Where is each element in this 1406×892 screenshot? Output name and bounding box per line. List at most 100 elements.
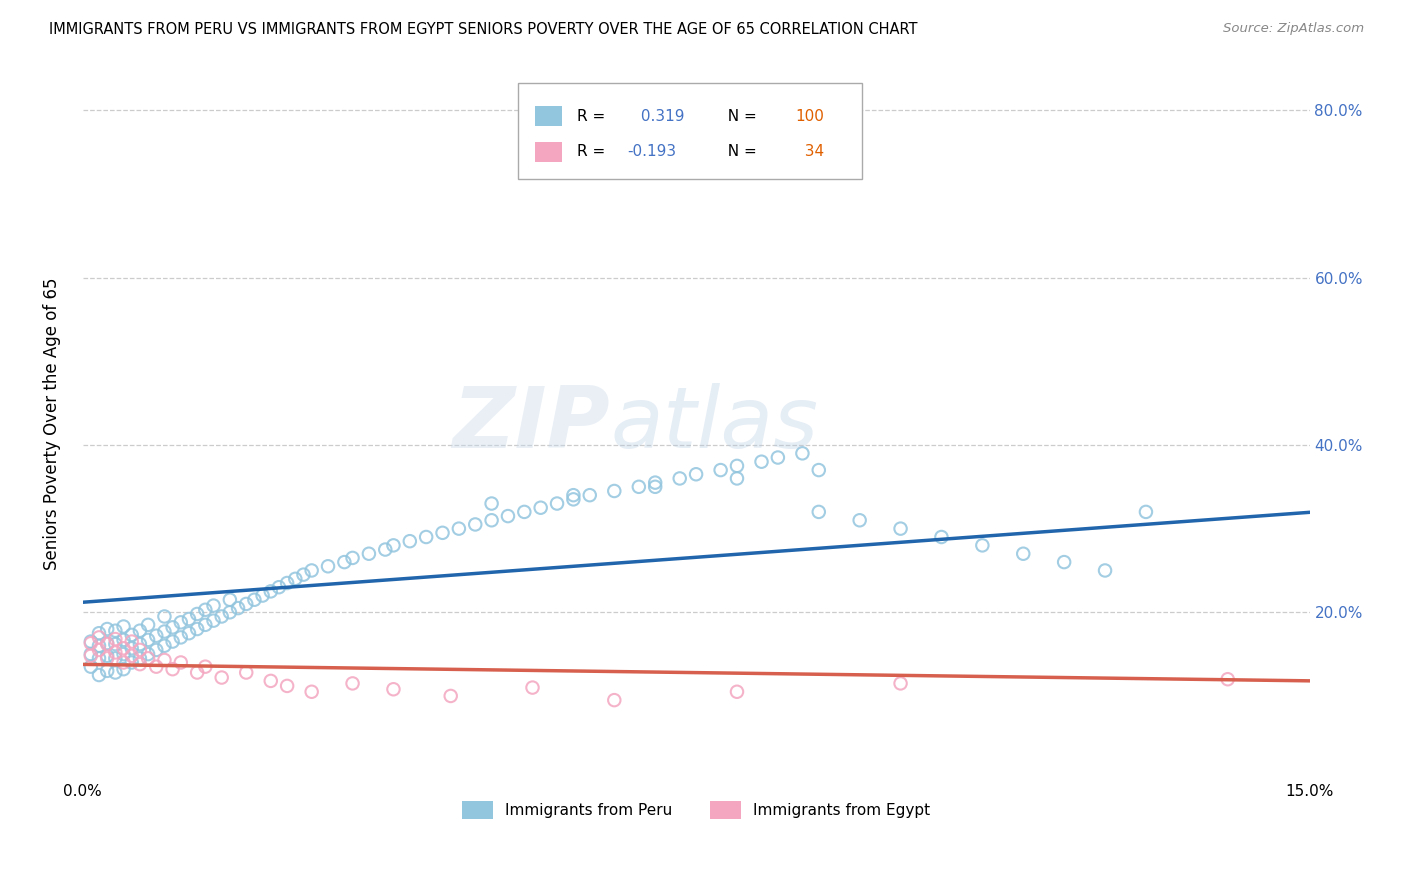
Point [80, 659, 103, 673]
Point [96, 648, 118, 663]
Point [243, 592, 266, 607]
Point [284, 572, 307, 586]
Point [1053, 555, 1076, 569]
Point [807, 505, 830, 519]
Text: IMMIGRANTS FROM PERU VS IMMIGRANTS FROM EGYPT SENIORS POVERTY OVER THE AGE OF 65: IMMIGRANTS FROM PERU VS IMMIGRANTS FROM … [49, 22, 918, 37]
Point [464, 517, 486, 532]
Text: atlas: atlas [610, 383, 818, 466]
Point [848, 513, 870, 527]
Point [668, 471, 690, 485]
Point [145, 659, 167, 673]
Point [136, 617, 159, 632]
Text: ZIP: ZIP [453, 383, 610, 466]
Point [226, 601, 249, 615]
Point [136, 632, 159, 647]
Point [177, 626, 200, 640]
Point [333, 555, 356, 569]
Point [481, 513, 503, 527]
Point [301, 564, 323, 578]
Point [316, 559, 339, 574]
Point [685, 467, 707, 482]
Point [374, 542, 396, 557]
Point [382, 682, 405, 697]
Point [202, 599, 225, 613]
Point [792, 446, 814, 460]
Point [145, 629, 167, 643]
Point [644, 480, 666, 494]
Point [1094, 564, 1116, 578]
Point [447, 522, 470, 536]
Point [121, 656, 143, 670]
Point [627, 480, 650, 494]
Point [80, 648, 103, 663]
Y-axis label: Seniors Poverty Over the Age of 65: Seniors Poverty Over the Age of 65 [44, 277, 60, 570]
Point [267, 580, 290, 594]
Text: N =: N = [718, 145, 766, 160]
Point [194, 659, 217, 673]
Point [96, 651, 118, 665]
Point [194, 617, 217, 632]
Point [96, 664, 118, 678]
Point [96, 622, 118, 636]
Point [578, 488, 600, 502]
Point [432, 525, 454, 540]
Point [530, 500, 553, 515]
Point [153, 624, 176, 639]
Point [186, 665, 208, 680]
Point [112, 641, 135, 656]
Text: Source: ZipAtlas.com: Source: ZipAtlas.com [1223, 22, 1364, 36]
Point [972, 538, 994, 552]
Point [136, 647, 159, 661]
Point [725, 685, 748, 699]
Point [153, 653, 176, 667]
Point [807, 463, 830, 477]
Point [211, 671, 233, 685]
Point [121, 648, 143, 663]
Point [121, 634, 143, 648]
Point [170, 656, 193, 670]
Point [129, 637, 152, 651]
Point [710, 463, 733, 477]
FancyBboxPatch shape [536, 106, 562, 127]
Point [87, 643, 110, 657]
Point [104, 651, 127, 665]
Point [87, 639, 110, 653]
Point [202, 614, 225, 628]
Legend: Immigrants from Peru, Immigrants from Egypt: Immigrants from Peru, Immigrants from Eg… [456, 795, 936, 825]
Point [87, 626, 110, 640]
Point [890, 522, 912, 536]
Text: R =: R = [576, 109, 610, 124]
Point [440, 689, 463, 703]
Point [129, 651, 152, 665]
Point [112, 656, 135, 670]
Point [562, 492, 585, 507]
Point [153, 639, 176, 653]
Point [194, 603, 217, 617]
Point [186, 622, 208, 636]
Point [162, 662, 184, 676]
Point [80, 634, 103, 648]
Point [104, 632, 127, 646]
Point [145, 643, 167, 657]
Point [129, 643, 152, 657]
Point [235, 597, 257, 611]
Point [603, 693, 626, 707]
Point [931, 530, 953, 544]
Point [276, 576, 298, 591]
Point [162, 620, 184, 634]
Point [235, 665, 257, 680]
Point [342, 550, 364, 565]
Point [496, 509, 519, 524]
Point [415, 530, 437, 544]
Text: N =: N = [718, 109, 762, 124]
Text: 100: 100 [796, 109, 824, 124]
Point [357, 547, 380, 561]
Point [522, 681, 544, 695]
Point [513, 505, 536, 519]
Point [218, 605, 240, 619]
Point [211, 609, 233, 624]
Point [80, 636, 103, 650]
Point [546, 497, 568, 511]
Text: -0.193: -0.193 [627, 145, 676, 160]
Point [1135, 505, 1157, 519]
